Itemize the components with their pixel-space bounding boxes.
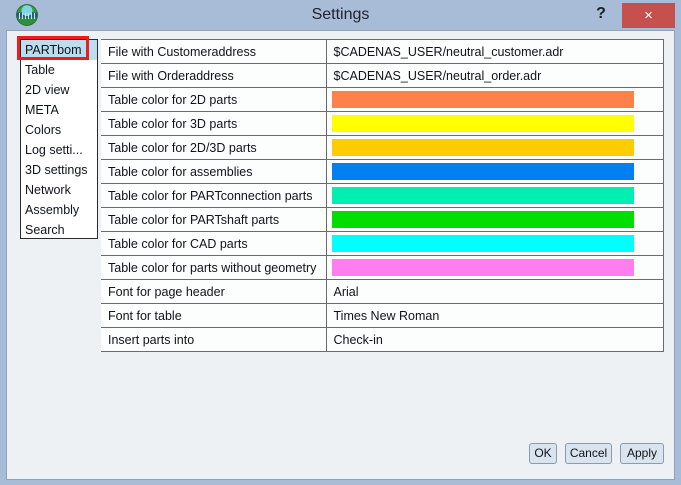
table-row[interactable]: Table color for 2D parts: [101, 87, 664, 112]
title-bar: Settings ? ×: [0, 0, 681, 30]
app-icon-detail: [19, 13, 35, 19]
color-swatch[interactable]: [331, 187, 634, 204]
category-list[interactable]: PARTbom Table 2D view META Colors Log setti..…: [20, 39, 98, 239]
dialog-footer: OK Cancel Apply: [7, 437, 674, 479]
setting-label: Table color for assemblies: [101, 159, 327, 184]
setting-value[interactable]: $CADENAS_USER/neutral_customer.adr: [326, 39, 664, 64]
color-swatch[interactable]: [331, 91, 634, 108]
table-row[interactable]: Table color for assemblies: [101, 159, 664, 184]
color-swatch-cell[interactable]: [326, 87, 664, 112]
setting-value[interactable]: $CADENAS_USER/neutral_order.adr: [326, 63, 664, 88]
apply-button[interactable]: Apply: [620, 443, 664, 464]
sidebar-item-label: Network: [25, 183, 71, 197]
setting-label: Table color for 2D parts: [101, 87, 327, 112]
color-swatch[interactable]: [331, 163, 634, 180]
table-row[interactable]: Table color for 2D/3D parts: [101, 135, 664, 160]
setting-value[interactable]: Times New Roman: [326, 303, 664, 328]
setting-label: Table color for PARTconnection parts: [101, 183, 327, 208]
sidebar-item-log-setti[interactable]: Log setti...: [21, 140, 97, 160]
color-swatch-cell[interactable]: [326, 255, 664, 280]
help-icon[interactable]: ?: [596, 5, 606, 22]
setting-label: Font for table: [101, 303, 327, 328]
setting-label: File with Customeraddress: [101, 39, 327, 64]
table-row[interactable]: File with Orderaddress $CADENAS_USER/neut…: [101, 63, 664, 88]
color-swatch-cell[interactable]: [326, 159, 664, 184]
sidebar-item-label: Search: [25, 223, 65, 237]
cancel-button[interactable]: Cancel: [565, 443, 612, 464]
sidebar-item-2d-view[interactable]: 2D view: [21, 80, 97, 100]
setting-label: Table color for 3D parts: [101, 111, 327, 136]
table-row[interactable]: Font for table Times New Roman: [101, 303, 664, 328]
sidebar-item-network[interactable]: Network: [21, 180, 97, 200]
sidebar-item-label: PARTbom: [25, 43, 82, 57]
sidebar-item-colors[interactable]: Colors: [21, 120, 97, 140]
color-swatch[interactable]: [331, 211, 634, 228]
color-swatch-cell[interactable]: [326, 183, 664, 208]
table-row[interactable]: Insert parts into Check-in: [101, 327, 664, 352]
table-row[interactable]: Table color for 3D parts: [101, 111, 664, 136]
setting-label: Table color for PARTshaft parts: [101, 207, 327, 232]
setting-value[interactable]: Arial: [326, 279, 664, 304]
sidebar-item-label: Colors: [25, 123, 62, 137]
setting-label: Table color for CAD parts: [101, 231, 327, 256]
settings-table-body: File with Customeraddress $CADENAS_USER/n…: [101, 39, 664, 352]
color-swatch[interactable]: [331, 139, 634, 156]
sidebar-item-assembly[interactable]: Assembly: [21, 200, 97, 220]
table-row[interactable]: Table color for PARTconnection parts: [101, 183, 664, 208]
setting-label: Font for page header: [101, 279, 327, 304]
cadenas-app-icon: [16, 4, 38, 26]
table-row[interactable]: Font for page header Arial: [101, 279, 664, 304]
color-swatch[interactable]: [331, 115, 634, 132]
setting-value[interactable]: Check-in: [326, 327, 664, 352]
color-swatch[interactable]: [331, 235, 634, 252]
sidebar-item-partbom[interactable]: PARTbom: [21, 40, 97, 60]
close-icon[interactable]: ×: [622, 3, 675, 28]
table-row[interactable]: Table color for parts without geometry: [101, 255, 664, 280]
color-swatch-cell[interactable]: [326, 231, 664, 256]
sidebar-item-label: 2D view: [25, 83, 70, 97]
ok-button[interactable]: OK: [529, 443, 557, 464]
color-swatch[interactable]: [331, 259, 634, 276]
setting-label: Insert parts into: [101, 327, 327, 352]
sidebar-item-search[interactable]: Search: [21, 220, 97, 238]
sidebar-item-label: Assembly: [25, 203, 80, 217]
color-swatch-cell[interactable]: [326, 111, 664, 136]
setting-label: Table color for 2D/3D parts: [101, 135, 327, 160]
color-swatch-cell[interactable]: [326, 207, 664, 232]
window-title: Settings: [311, 6, 370, 23]
settings-table: File with Customeraddress $CADENAS_USER/n…: [101, 39, 664, 352]
sidebar-item-meta[interactable]: META: [21, 100, 97, 120]
sidebar-item-label: 3D settings: [25, 163, 88, 177]
table-row[interactable]: File with Customeraddress $CADENAS_USER/n…: [101, 39, 664, 64]
table-row[interactable]: Table color for CAD parts: [101, 231, 664, 256]
sidebar-item-label: Table: [25, 63, 55, 77]
sidebar-item-label: META: [25, 103, 59, 117]
setting-label: Table color for parts without geometry: [101, 255, 327, 280]
dialog-client-area: PARTbom Table 2D view META Colors Log setti..…: [6, 30, 675, 480]
table-row[interactable]: Table color for PARTshaft parts: [101, 207, 664, 232]
color-swatch-cell[interactable]: [326, 135, 664, 160]
sidebar-item-label: Log setti...: [25, 143, 83, 157]
sidebar-item-3d-settings[interactable]: 3D settings: [21, 160, 97, 180]
setting-label: File with Orderaddress: [101, 63, 327, 88]
sidebar-item-table[interactable]: Table: [21, 60, 97, 80]
